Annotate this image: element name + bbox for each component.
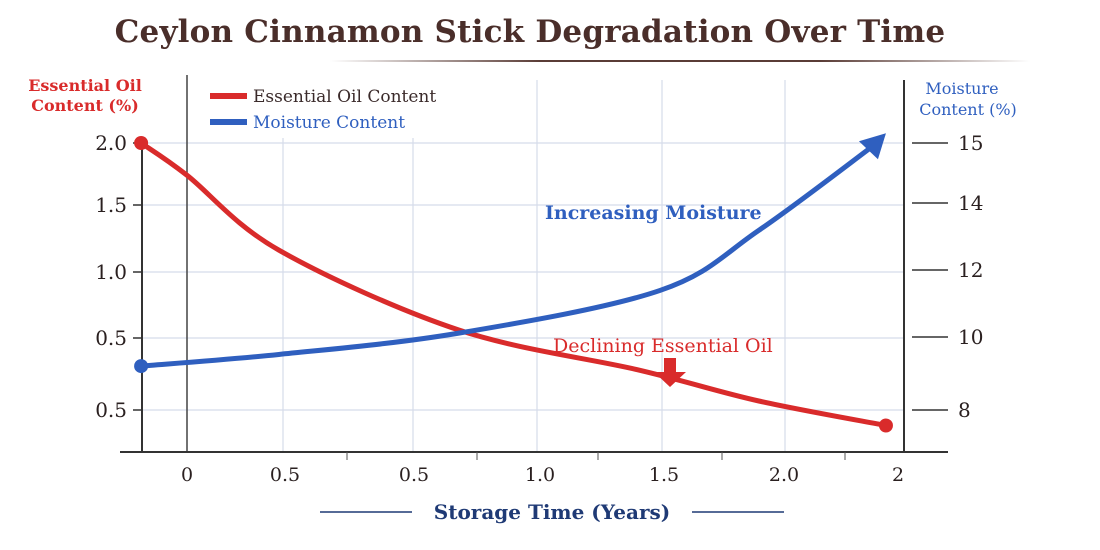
x-tick-label: 1.5 (649, 464, 679, 486)
moisture-line (138, 142, 877, 369)
title-underline (330, 60, 1030, 62)
annotation-increasing-moisture: Increasing Moisture (545, 202, 762, 224)
x-tick-label: 2.0 (769, 464, 799, 486)
y-right-tick-label: 10 (958, 325, 983, 349)
grid (142, 80, 904, 452)
y-left-tick-label: 1.5 (95, 193, 127, 217)
moisture-arrowhead-icon (858, 133, 886, 160)
y-left-tick-label: 0.5 (95, 398, 127, 422)
essential-oil-point (878, 418, 893, 433)
essential-oil-line (138, 140, 889, 429)
labels: 0 0.5 0.5 1.0 1.5 2.0 2 2.0 1.5 1.0 0.5 0.5 15 14 12 10… (28, 76, 1017, 524)
x-tick-label: 0 (181, 464, 193, 486)
x-tick-label: 0.5 (270, 464, 300, 486)
y-right-tick-label: 14 (958, 191, 983, 215)
legend-label: Moisture Content (253, 113, 405, 133)
y-right-axis-title-line2: Content (%) (919, 100, 1017, 119)
down-arrow-icon (654, 358, 686, 387)
x-tick-label: 1.0 (525, 464, 555, 486)
series-layer (134, 133, 893, 433)
x-tick-label: 0.5 (399, 464, 429, 486)
chart-title: Ceylon Cinnamon Stick Degradation Over T… (114, 14, 946, 50)
y-left-axis-title-line1: Essential Oil (28, 76, 142, 95)
annotation-declining-oil: Declining Essential Oil (553, 335, 773, 357)
y-left-tick-label: 0.5 (95, 326, 127, 350)
essential-oil-point (134, 136, 149, 150)
y-right-tick-label: 12 (958, 258, 983, 282)
y-left-tick-label: 1.0 (95, 260, 127, 284)
y-right-tick-label: 15 (958, 131, 983, 155)
y-left-tick-label: 2.0 (95, 131, 127, 155)
y-left-axis-title-line2: Content (%) (31, 96, 139, 115)
x-tick-label: 2 (892, 464, 904, 486)
moisture-point (134, 359, 149, 374)
legend-box (200, 78, 475, 138)
legend-label: Essential Oil Content (253, 87, 436, 107)
y-right-tick-label: 8 (958, 398, 971, 422)
y-right-axis-title-line1: Moisture (925, 79, 998, 98)
x-axis-title: Storage Time (Years) (434, 500, 670, 524)
